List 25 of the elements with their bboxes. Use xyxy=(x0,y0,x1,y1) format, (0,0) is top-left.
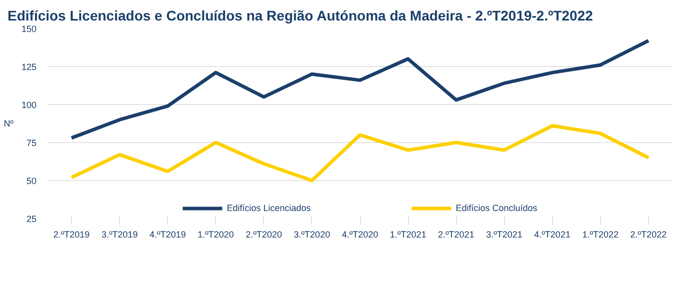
y-tick-label: 150 xyxy=(21,24,37,34)
x-tick-label: 3.ºT2020 xyxy=(294,230,330,240)
x-tick-label: 1.ºT2022 xyxy=(582,230,619,240)
line-series xyxy=(70,124,650,182)
x-tick-label: 1.ºT2020 xyxy=(198,230,234,240)
x-tick-label: 1.ºT2021 xyxy=(390,230,426,240)
y-tick-label: 125 xyxy=(21,62,37,72)
legend-label: Edifícios Concluídos xyxy=(456,203,538,213)
y-axis-title: Nº xyxy=(4,118,14,128)
x-tick-label: 4.ºT2019 xyxy=(150,230,186,240)
y-tick-label: 100 xyxy=(21,100,37,110)
x-tick-label: 2.ºT2019 xyxy=(53,230,90,240)
chart-title: Edifícios Licenciados e Concluídos na Região Autónoma da Madeira - 2.ºT2019-2.ºT2022 xyxy=(8,8,594,24)
x-tick-label: 2.ºT2020 xyxy=(246,230,282,240)
legend-label: Edifícios Licenciados xyxy=(226,203,311,213)
line-series xyxy=(70,38,650,140)
x-tick-label: 3.ºT2019 xyxy=(101,230,138,240)
y-tick-label: 50 xyxy=(26,176,37,186)
x-tick-label: 2.ºT2021 xyxy=(438,230,474,240)
x-tick-label: 4.ºT2020 xyxy=(342,230,378,240)
x-tick-label: 4.ºT2021 xyxy=(534,230,570,240)
y-tick-label: 75 xyxy=(26,138,37,148)
y-tick-label: 25 xyxy=(26,214,37,224)
x-tick-label: 3.ºT2021 xyxy=(486,230,522,240)
x-tick-label: 2.ºT2022 xyxy=(630,230,667,240)
